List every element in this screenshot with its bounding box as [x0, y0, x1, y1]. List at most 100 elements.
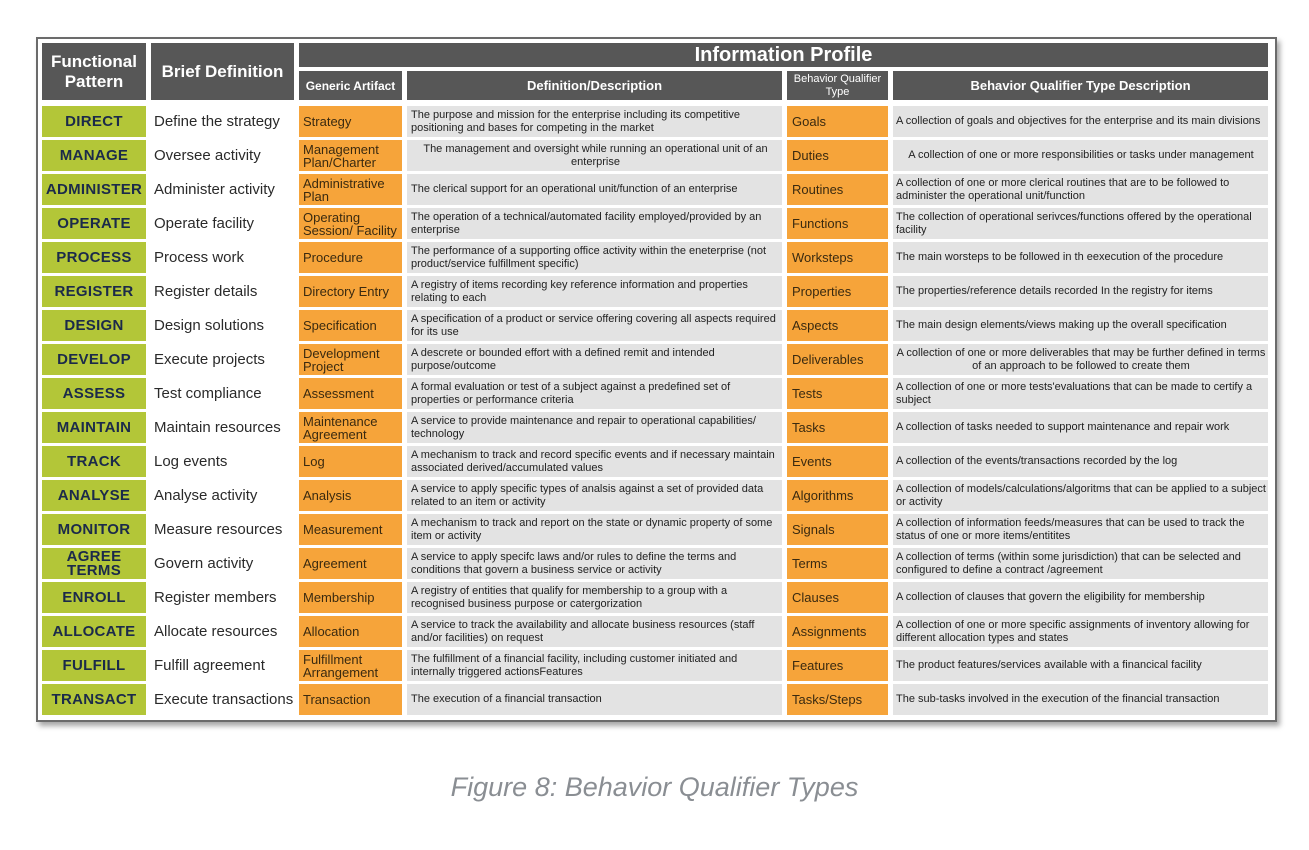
behavior-qualifier-cell: Clauses	[787, 582, 888, 613]
behavior-qualifier-cell: Terms	[787, 548, 888, 579]
definition-description-cell: A service to apply specific types of ana…	[407, 480, 782, 511]
definition-description-cell: The clerical support for an operational …	[407, 174, 782, 205]
definition-description-cell: The performance of a supporting office a…	[407, 242, 782, 273]
generic-artifact-cell: Operating Session/ Facility	[299, 208, 402, 239]
definition-description-cell: A formal evaluation or test of a subject…	[407, 378, 782, 409]
table-row: AGREE TERMS Govern activity Agreement A ser…	[38, 548, 1275, 582]
definition-description-cell: A mechanism to track and record specific…	[407, 446, 782, 477]
figure-caption: Figure 8: Behavior Qualifier Types	[450, 772, 859, 802]
brief-definition-cell: Operate facility	[151, 208, 294, 239]
brief-definition-cell: Administer activity	[151, 174, 294, 205]
behavior-qualifier-cell: Events	[787, 446, 888, 477]
generic-artifact-cell: Measurement	[299, 514, 402, 545]
generic-artifact-cell: Membership	[299, 582, 402, 613]
header-behavior-qualifier-type: Behavior Qualifier Type	[787, 71, 888, 100]
generic-artifact-cell: Fulfillment Arrangement	[299, 650, 402, 681]
behavior-qualifier-cell: Goals	[787, 106, 888, 137]
generic-artifact-cell: Agreement	[299, 548, 402, 579]
functional-pattern-cell: ANALYSE	[42, 480, 146, 511]
table-row: ALLOCATE Allocate resources Allocation A se…	[38, 616, 1275, 650]
table-row: ASSESS Test compliance Assessment A formal …	[38, 378, 1275, 412]
behavior-qualifier-cell: Algorithms	[787, 480, 888, 511]
definition-description-cell: A service to provide maintenance and rep…	[407, 412, 782, 443]
functional-pattern-cell: FULFILL	[42, 650, 146, 681]
functional-pattern-cell: DIRECT	[42, 106, 146, 137]
header-behavior-qualifier-type-description: Behavior Qualifier Type Description	[893, 71, 1268, 100]
generic-artifact-cell: Management Plan/Charter	[299, 140, 402, 171]
behavior-qualifier-cell: Aspects	[787, 310, 888, 341]
behavior-qualifier-description-cell: A collection of goals and objectives for…	[893, 106, 1268, 137]
functional-pattern-cell: MAINTAIN	[42, 412, 146, 443]
brief-definition-cell: Define the strategy	[151, 106, 294, 137]
functional-pattern-cell: DESIGN	[42, 310, 146, 341]
table-row: DEVELOP Execute projects Development Proje…	[38, 344, 1275, 378]
table-row: DESIGN Design solutions Specification A spe…	[38, 310, 1275, 344]
table-row: TRANSACT Execute transactions Transaction T…	[38, 684, 1275, 718]
brief-definition-cell: Fulfill agreement	[151, 650, 294, 681]
functional-pattern-cell: ASSESS	[42, 378, 146, 409]
functional-pattern-cell: ADMINISTER	[42, 174, 146, 205]
definition-description-cell: A service to track the availability and …	[407, 616, 782, 647]
generic-artifact-cell: Allocation	[299, 616, 402, 647]
behavior-qualifier-description-cell: A collection of models/calculations/algo…	[893, 480, 1268, 511]
generic-artifact-cell: Analysis	[299, 480, 402, 511]
table-row: MAINTAIN Maintain resources Maintenance Ag…	[38, 412, 1275, 446]
definition-description-cell: A registry of items recording key refere…	[407, 276, 782, 307]
behavior-qualifier-description-cell: A collection of the events/transactions …	[893, 446, 1268, 477]
generic-artifact-cell: Transaction	[299, 684, 402, 715]
behavior-qualifier-description-cell: A collection of one or more clerical rou…	[893, 174, 1268, 205]
generic-artifact-cell: Assessment	[299, 378, 402, 409]
generic-artifact-cell: Directory Entry	[299, 276, 402, 307]
header-brief-definition: Brief Definition	[151, 43, 294, 100]
behavior-qualifier-description-cell: A collection of terms (within some juris…	[893, 548, 1268, 579]
generic-artifact-cell: Strategy	[299, 106, 402, 137]
generic-artifact-cell: Administrative Plan	[299, 174, 402, 205]
functional-pattern-cell: OPERATE	[42, 208, 146, 239]
table-row: REGISTER Register details Directory Entry A…	[38, 276, 1275, 310]
brief-definition-cell: Execute transactions	[151, 684, 294, 715]
brief-definition-cell: Govern activity	[151, 548, 294, 579]
functional-pattern-cell: MANAGE	[42, 140, 146, 171]
header-information-profile: Information Profile	[299, 43, 1268, 67]
brief-definition-cell: Oversee activity	[151, 140, 294, 171]
brief-definition-cell: Register details	[151, 276, 294, 307]
behavior-qualifier-cell: Tests	[787, 378, 888, 409]
definition-description-cell: The management and oversight while runni…	[407, 140, 782, 171]
brief-definition-cell: Test compliance	[151, 378, 294, 409]
behavior-qualifier-cell: Duties	[787, 140, 888, 171]
behavior-qualifier-description-cell: A collection of one or more tests'evalua…	[893, 378, 1268, 409]
table-row: ADMINISTER Administer activity Administrat…	[38, 174, 1275, 208]
generic-artifact-cell: Log	[299, 446, 402, 477]
table-row: PROCESS Process work Procedure The performa…	[38, 242, 1275, 276]
brief-definition-cell: Allocate resources	[151, 616, 294, 647]
behavior-qualifier-description-cell: A collection of information feeds/measur…	[893, 514, 1268, 545]
brief-definition-cell: Maintain resources	[151, 412, 294, 443]
behavior-qualifier-cell: Routines	[787, 174, 888, 205]
behavior-qualifier-description-cell: A collection of tasks needed to support …	[893, 412, 1268, 443]
behavior-qualifier-description-cell: A collection of one or more specific ass…	[893, 616, 1268, 647]
functional-pattern-cell: REGISTER	[42, 276, 146, 307]
behavior-qualifier-description-cell: The main design elements/views making up…	[893, 310, 1268, 341]
functional-pattern-cell: ALLOCATE	[42, 616, 146, 647]
brief-definition-cell: Register members	[151, 582, 294, 613]
behavior-qualifier-cell: Features	[787, 650, 888, 681]
table-row: OPERATE Operate facility Operating Session…	[38, 208, 1275, 242]
functional-pattern-cell: DEVELOP	[42, 344, 146, 375]
definition-description-cell: A registry of entities that qualify for …	[407, 582, 782, 613]
behavior-qualifier-cell: Assignments	[787, 616, 888, 647]
definition-description-cell: The execution of a financial transaction	[407, 684, 782, 715]
table-row: DIRECT Define the strategy Strategy The pur…	[38, 106, 1275, 140]
behavior-qualifier-description-cell: The sub-tasks involved in the execution …	[893, 684, 1268, 715]
behavior-qualifier-description-cell: The collection of operational serivces/f…	[893, 208, 1268, 239]
behavior-qualifier-cell: Worksteps	[787, 242, 888, 273]
definition-description-cell: The operation of a technical/automated f…	[407, 208, 782, 239]
functional-pattern-cell: PROCESS	[42, 242, 146, 273]
definition-description-cell: A mechanism to track and report on the s…	[407, 514, 782, 545]
brief-definition-cell: Analyse activity	[151, 480, 294, 511]
brief-definition-cell: Execute projects	[151, 344, 294, 375]
header-functional-pattern: Functional Pattern	[42, 43, 146, 100]
definition-description-cell: A service to apply specifc laws and/or r…	[407, 548, 782, 579]
header-definition-description: Definition/Description	[407, 71, 782, 100]
behavior-qualifier-cell: Properties	[787, 276, 888, 307]
table-row: ENROLL Register members Membership A regist…	[38, 582, 1275, 616]
